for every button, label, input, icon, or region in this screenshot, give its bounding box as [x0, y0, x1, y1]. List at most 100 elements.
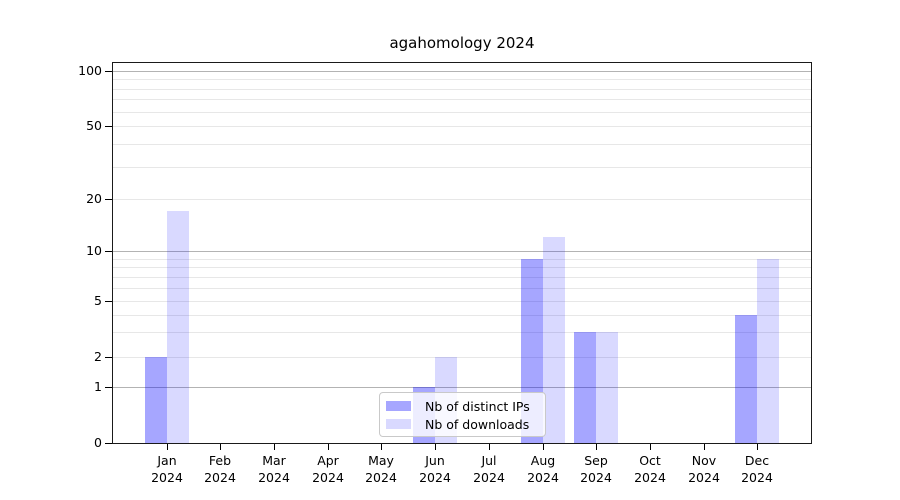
x-tick-label: Mar 2024	[242, 452, 306, 486]
legend: Nb of distinct IPs Nb of downloads	[379, 392, 546, 437]
x-tick-label: Nov 2024	[672, 452, 736, 486]
y-gridline-major	[113, 251, 811, 252]
x-tick-mark	[167, 444, 168, 450]
x-tick-month: Oct	[639, 453, 661, 468]
legend-row-distinct-ips: Nb of distinct IPs	[386, 397, 539, 415]
y-tick-label: 1	[94, 379, 102, 394]
x-tick-label: Oct 2024	[618, 452, 682, 486]
x-tick-label: May 2024	[349, 452, 413, 486]
y-tick-mark	[105, 357, 112, 358]
y-gridline-major	[113, 71, 811, 72]
y-gridline-minor	[113, 112, 811, 113]
x-tick-label: Aug 2024	[511, 452, 575, 486]
x-tick-year: 2024	[527, 470, 559, 485]
x-tick-mark	[596, 444, 597, 450]
x-tick-month: Feb	[208, 453, 232, 468]
x-tick-mark	[704, 444, 705, 450]
bar-nb-of-distinct-ips-sep	[574, 332, 596, 443]
y-tick-label: 20	[86, 191, 102, 206]
y-gridline-major	[113, 301, 811, 302]
y-tick-label: 10	[86, 243, 102, 258]
y-tick-label: 50	[86, 118, 102, 133]
x-tick-mark	[328, 444, 329, 450]
y-tick-label: 0	[94, 435, 102, 450]
y-tick-mark	[105, 251, 112, 252]
x-tick-label: Jun 2024	[403, 452, 467, 486]
x-tick-mark	[543, 444, 544, 450]
x-tick-month: Aug	[530, 453, 556, 468]
x-tick-month: Mar	[262, 453, 286, 468]
x-tick-month: Jul	[481, 453, 497, 468]
x-tick-month: Jan	[157, 453, 177, 468]
bar-nb-of-distinct-ips-jan	[145, 357, 167, 443]
x-tick-month: Jun	[425, 453, 445, 468]
y-gridline-minor	[113, 332, 811, 333]
x-tick-year: 2024	[365, 470, 397, 485]
y-gridline-minor	[113, 267, 811, 268]
y-tick-mark	[105, 443, 112, 444]
y-tick-label: 5	[94, 293, 102, 308]
bar-nb-of-distinct-ips-dec	[735, 315, 757, 443]
bar-nb-of-downloads-aug	[543, 237, 565, 443]
legend-swatch-downloads-icon	[386, 419, 411, 429]
x-tick-year: 2024	[312, 470, 344, 485]
x-tick-label: Jan 2024	[135, 452, 199, 486]
x-tick-mark	[489, 444, 490, 450]
x-tick-year: 2024	[258, 470, 290, 485]
legend-label-downloads: Nb of downloads	[425, 416, 530, 432]
y-tick-mark	[105, 199, 112, 200]
x-tick-mark	[757, 444, 758, 450]
y-tick-mark	[105, 126, 112, 127]
x-tick-year: 2024	[204, 470, 236, 485]
y-gridline-major	[113, 387, 811, 388]
x-tick-mark	[381, 444, 382, 450]
x-tick-month: Apr	[317, 453, 339, 468]
legend-swatch-distinct-ips-icon	[386, 401, 411, 411]
x-tick-mark	[274, 444, 275, 450]
bar-nb-of-downloads-jan	[167, 211, 189, 443]
x-tick-year: 2024	[151, 470, 183, 485]
x-tick-year: 2024	[473, 470, 505, 485]
legend-label-distinct-ips: Nb of distinct IPs	[425, 398, 530, 414]
y-gridline-major	[113, 199, 811, 200]
y-tick-mark	[105, 301, 112, 302]
y-gridline-major	[113, 357, 811, 358]
y-gridline-minor	[113, 99, 811, 100]
y-tick-mark	[105, 387, 112, 388]
y-gridline-minor	[113, 288, 811, 289]
y-gridline-minor	[113, 79, 811, 80]
x-tick-mark	[220, 444, 221, 450]
bar-nb-of-downloads-sep	[596, 332, 618, 443]
bar-nb-of-downloads-dec	[757, 259, 779, 443]
y-gridline-minor	[113, 315, 811, 316]
x-tick-label: Apr 2024	[296, 452, 360, 486]
y-gridline-minor	[113, 144, 811, 145]
y-tick-mark	[105, 71, 112, 72]
x-tick-month: May	[368, 453, 394, 468]
y-tick-label: 2	[94, 349, 102, 364]
y-gridline-minor	[113, 89, 811, 90]
x-tick-year: 2024	[741, 470, 773, 485]
x-tick-month: Dec	[744, 453, 770, 468]
y-tick-label: 100	[78, 63, 102, 78]
y-gridline-minor	[113, 259, 811, 260]
y-gridline-minor	[113, 277, 811, 278]
legend-row-downloads: Nb of downloads	[386, 415, 539, 433]
x-tick-year: 2024	[580, 470, 612, 485]
x-tick-label: Dec 2024	[725, 452, 789, 486]
x-tick-mark	[650, 444, 651, 450]
x-tick-label: Jul 2024	[457, 452, 521, 486]
x-tick-month: Nov	[691, 453, 717, 468]
y-gridline-major	[113, 126, 811, 127]
x-tick-label: Feb 2024	[188, 452, 252, 486]
x-tick-year: 2024	[419, 470, 451, 485]
plot-area	[112, 62, 812, 444]
x-tick-year: 2024	[688, 470, 720, 485]
chart-title: agahomology 2024	[389, 34, 535, 52]
x-tick-year: 2024	[634, 470, 666, 485]
x-tick-mark	[435, 444, 436, 450]
y-gridline-minor	[113, 167, 811, 168]
x-tick-label: Sep 2024	[564, 452, 628, 486]
x-tick-month: Sep	[584, 453, 608, 468]
